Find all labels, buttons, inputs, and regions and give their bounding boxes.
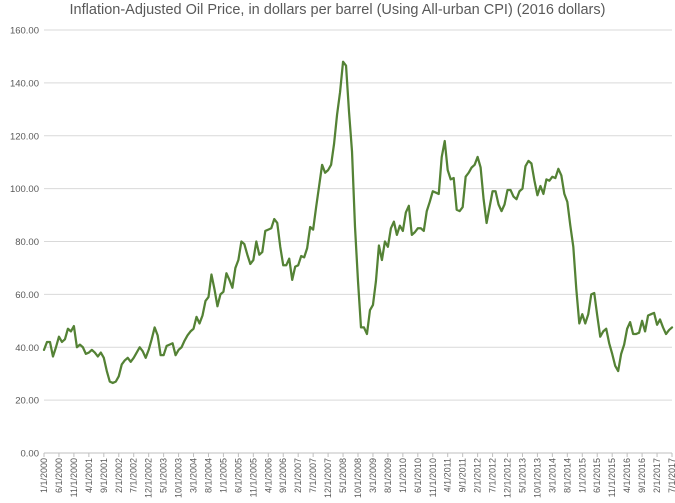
y-tick-label: 120.00 — [10, 131, 39, 142]
x-tick-label: 12/1/2012 — [503, 458, 513, 498]
x-tick-label: 2/1/2002 — [114, 458, 124, 493]
y-tick-label: 0.00 — [21, 449, 40, 460]
series-layer — [42, 60, 674, 385]
x-tick-label: 2/1/2007 — [293, 458, 303, 493]
chart-title: Inflation-Adjusted Oil Price, in dollars… — [69, 2, 606, 18]
x-tick-label: 8/1/2009 — [383, 458, 393, 493]
axes — [43, 452, 673, 457]
y-tick-label: 60.00 — [15, 290, 39, 301]
y-tick-label: 20.00 — [15, 396, 39, 407]
x-tick-label: 4/1/2006 — [263, 458, 273, 493]
x-tick-label: 7/1/2017 — [667, 458, 675, 493]
x-tick-label: 3/1/2004 — [189, 458, 199, 493]
x-tick-label: 5/1/2003 — [159, 458, 169, 493]
x-tick-label: 6/1/2010 — [413, 458, 423, 493]
oil-price-line — [42, 60, 674, 385]
x-tick-label: 9/1/2011 — [458, 458, 468, 492]
x-tick-label: 11/1/2000 — [69, 458, 79, 497]
x-tick-label: 6/1/2015 — [592, 458, 602, 493]
x-tick-label: 11/1/2010 — [428, 458, 438, 497]
x-tick-label: 7/1/2012 — [488, 458, 498, 493]
x-tick-label: 10/1/2003 — [174, 458, 184, 498]
x-tick-label: 1/1/2005 — [218, 458, 228, 493]
x-tick-label: 3/1/2009 — [368, 458, 378, 493]
y-tick-label: 140.00 — [10, 78, 39, 89]
x-tick-label: 11/1/2005 — [248, 458, 258, 497]
x-tick-label: 5/1/2013 — [517, 458, 527, 493]
x-tick-label: 10/1/2008 — [353, 458, 363, 498]
y-tick-label: 160.00 — [10, 26, 39, 37]
x-tick-label: 4/1/2001 — [84, 458, 94, 493]
x-tick-label: 10/1/2013 — [532, 458, 542, 498]
x-axis-tick-labels: 1/1/2000 6/1/2000 11/1/2000 4/1/2001 9/1/200… — [39, 458, 675, 498]
y-axis-tick-labels: 0.00 20.00 40.00 60.00 80.00 100.00 120.00 140.… — [10, 26, 39, 460]
x-tick-label: 2/1/2017 — [652, 458, 662, 493]
x-tick-label: 7/1/2002 — [129, 458, 139, 493]
gridlines — [44, 29, 672, 401]
x-tick-label: 9/1/2006 — [278, 458, 288, 493]
x-tick-label: 4/1/2011 — [443, 458, 453, 492]
x-tick-label: 4/1/2016 — [622, 458, 632, 493]
y-tick-label: 80.00 — [15, 237, 39, 248]
x-tick-label: 12/1/2002 — [144, 458, 154, 498]
x-tick-label: 1/1/2015 — [577, 458, 587, 493]
x-tick-label: 6/1/2005 — [233, 458, 243, 493]
x-tick-label: 1/1/2000 — [39, 458, 49, 493]
x-tick-label: 3/1/2014 — [547, 458, 557, 493]
x-tick-label: 2/1/2012 — [473, 458, 483, 493]
y-tick-label: 100.00 — [10, 184, 39, 195]
x-tick-label: 8/1/2014 — [562, 458, 572, 493]
x-tick-label: 11/1/2015 — [607, 458, 617, 497]
x-tick-label: 6/1/2000 — [54, 458, 64, 493]
x-tick-label: 8/1/2004 — [203, 458, 213, 493]
x-tick-label: 5/1/2008 — [338, 458, 348, 493]
x-tick-label: 7/1/2007 — [308, 458, 318, 493]
x-tick-label: 1/1/2010 — [398, 458, 408, 493]
x-tick-label: 9/1/2016 — [637, 458, 647, 493]
x-tick-label: 12/1/2007 — [323, 458, 333, 498]
x-tick-label: 9/1/2001 — [99, 458, 109, 493]
y-tick-label: 40.00 — [15, 343, 39, 354]
